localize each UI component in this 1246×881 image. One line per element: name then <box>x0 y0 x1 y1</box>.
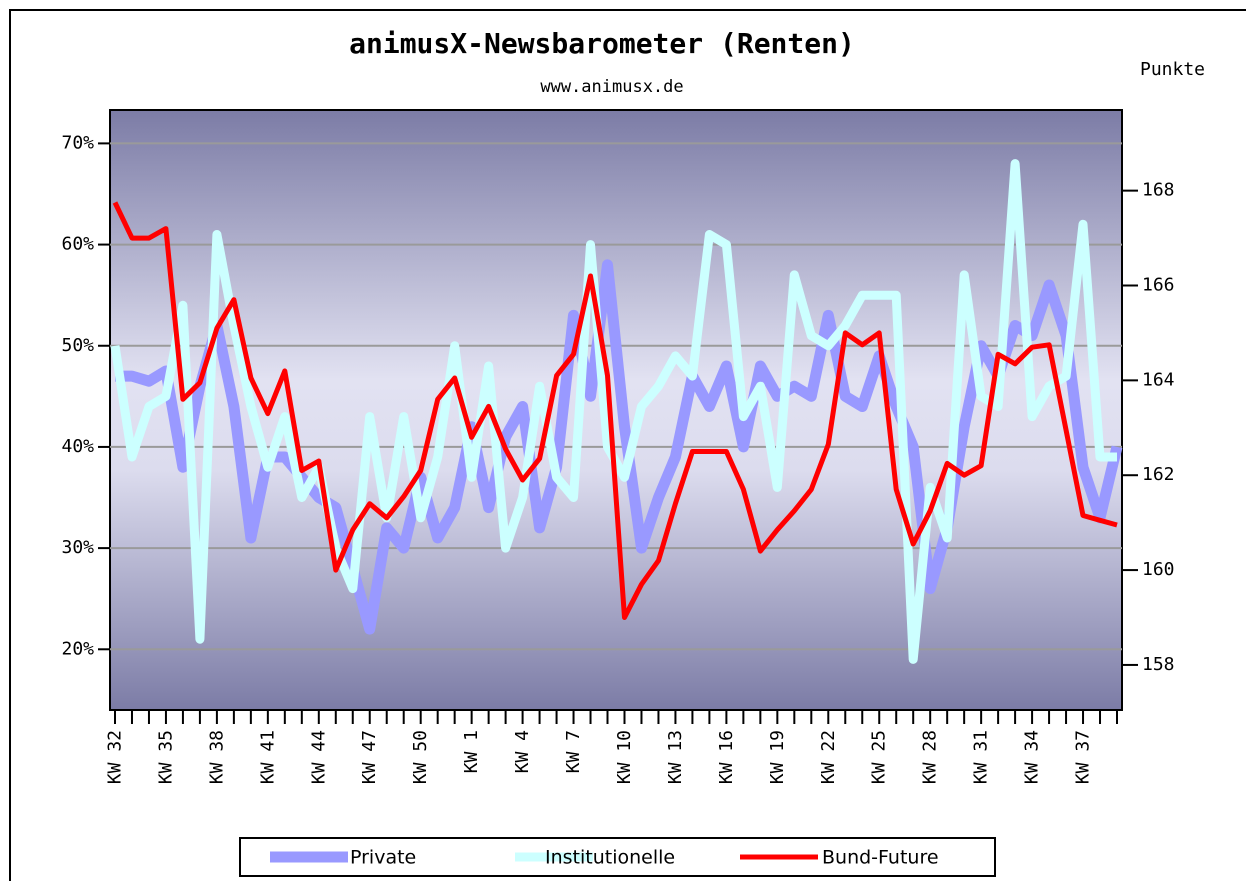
y-tick-label: 60% <box>61 234 94 255</box>
y2-tick-label: 158 <box>1142 654 1175 675</box>
x-tick-label: KW 28 <box>920 730 941 784</box>
chart-subtitle: www.animusx.de <box>540 77 683 97</box>
x-tick-label: KW 13 <box>665 730 686 784</box>
x-tick-label: KW 41 <box>257 730 278 784</box>
y2-tick-label: 168 <box>1142 180 1175 201</box>
y2-tick-label: 162 <box>1142 464 1175 485</box>
y2-tick-label: 166 <box>1142 274 1175 295</box>
x-tick-label: KW 7 <box>563 730 584 773</box>
x-tick-label: KW 32 <box>105 730 126 784</box>
x-tick-label: KW 1 <box>461 730 482 773</box>
y2-tick-label: 160 <box>1142 559 1175 580</box>
x-tick-label: KW 37 <box>1073 730 1094 784</box>
y2-axis-label: Punkte <box>1140 59 1205 80</box>
y-tick-label: 30% <box>61 537 94 558</box>
x-tick-label: KW 38 <box>206 730 227 784</box>
x-tick-label: KW 10 <box>614 730 635 784</box>
legend-label: Institutionelle <box>545 847 675 869</box>
x-tick-label: KW 34 <box>1022 730 1043 784</box>
legend-label: Bund-Future <box>822 847 939 869</box>
x-tick-label: KW 31 <box>971 730 992 784</box>
y-tick-label: 70% <box>61 132 94 153</box>
x-tick-label: KW 50 <box>410 730 431 784</box>
x-tick-label: KW 4 <box>512 730 533 773</box>
x-tick-label: KW 35 <box>155 730 176 784</box>
x-tick-label: KW 16 <box>716 730 737 784</box>
x-tick-label: KW 44 <box>308 730 329 784</box>
y-tick-label: 20% <box>61 638 94 659</box>
legend <box>239 837 996 877</box>
series-line <box>112 201 1118 620</box>
x-tick-label: KW 19 <box>767 730 788 784</box>
x-tick-label: KW 25 <box>869 730 890 784</box>
y-tick-label: 40% <box>61 436 94 457</box>
x-tick-label: KW 47 <box>359 730 380 784</box>
y-tick-label: 50% <box>61 335 94 356</box>
chart-title: animusX-Newsbarometer (Renten) <box>349 27 855 60</box>
y2-tick-label: 164 <box>1142 369 1175 390</box>
x-tick-label: KW 22 <box>818 730 839 784</box>
legend-label: Private <box>350 847 416 869</box>
